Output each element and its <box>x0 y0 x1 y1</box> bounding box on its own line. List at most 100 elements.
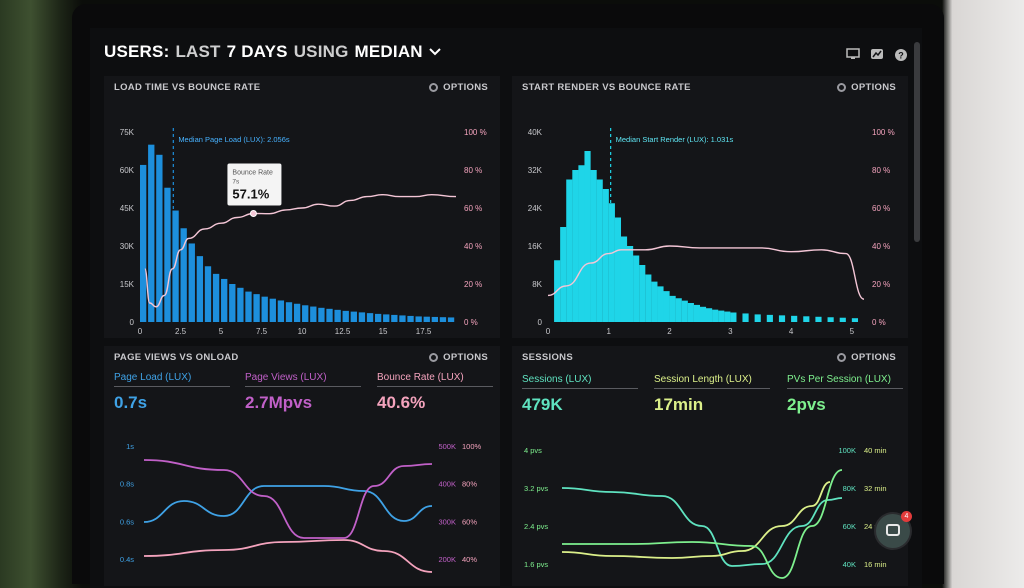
panel-page-views: PAGE VIEWS VS ONLOAD OPTIONS Page Load (… <box>104 346 500 586</box>
median-label: Median Start Render (LUX): 1.031s <box>616 135 734 144</box>
y-tick-label: 32 min <box>864 484 887 493</box>
metric-bounce-rate[interactable]: Bounce Rate (LUX) 40.6% <box>377 372 493 413</box>
y-tick-label: 15K <box>120 280 135 289</box>
series-line-pvs-per-session <box>561 469 843 579</box>
y-tick-label: 1s <box>126 442 134 451</box>
x-tick-label: 12.5 <box>335 327 351 336</box>
bar <box>196 256 204 322</box>
gear-icon <box>429 83 439 92</box>
bar <box>245 291 252 322</box>
bar <box>681 300 688 322</box>
bar <box>326 308 333 322</box>
y2-tick-label: 40 % <box>464 242 482 251</box>
header-icons: ? <box>846 48 908 62</box>
x-tick-label: 0 <box>138 327 143 336</box>
metric-label: Sessions (LUX) <box>522 374 638 389</box>
tooltip-sub: 7s <box>232 179 240 186</box>
chat-button[interactable]: 4 <box>876 511 912 548</box>
y-tick-label: 500K <box>438 442 456 451</box>
y-tick-label: 24 min <box>864 522 887 531</box>
options-button[interactable]: OPTIONS <box>429 82 488 93</box>
metric-pvs-per-session[interactable]: PVs Per Session (LUX) 2pvs <box>787 374 903 415</box>
bar <box>851 318 859 322</box>
series-line-page-views <box>143 459 433 539</box>
series-line-bounce-rate <box>143 539 433 573</box>
bar <box>383 314 390 322</box>
tooltip-point <box>249 210 257 218</box>
y-tick-label: 0.8s <box>120 480 134 489</box>
bar <box>350 311 357 322</box>
bar <box>391 314 398 322</box>
chat-icon <box>886 524 900 536</box>
dashboard-screen: USERS: LAST 7 DAYS USING MEDIAN ? LOAD T… <box>90 28 922 588</box>
bar <box>578 165 585 322</box>
y-tick-label: 16 min <box>864 560 887 569</box>
panel-title: PAGE VIEWS VS ONLOAD <box>114 352 239 363</box>
x-tick-label: 4 <box>789 327 794 336</box>
bar <box>415 316 422 322</box>
chevron-down-icon[interactable] <box>429 48 441 56</box>
panel-title: SESSIONS <box>522 352 573 363</box>
metric-value: 0.7s <box>114 393 148 412</box>
y-tick-label: 40K <box>843 560 856 569</box>
bar <box>253 294 260 322</box>
bar <box>742 313 749 322</box>
y-tick-label: 30K <box>120 242 135 251</box>
y2-tick-label: 60 % <box>872 204 890 213</box>
x-tick-label: 7.5 <box>256 327 268 336</box>
bar <box>718 310 725 322</box>
metric-sessions[interactable]: Sessions (LUX) 479K <box>522 374 638 415</box>
chart-icon[interactable] <box>870 48 884 60</box>
bar <box>342 310 349 322</box>
bar <box>302 305 309 322</box>
bar <box>358 312 366 322</box>
bar <box>180 228 187 322</box>
bar <box>204 266 212 322</box>
bar <box>778 315 786 322</box>
metric-session-length[interactable]: Session Length (LUX) 17min <box>654 374 770 415</box>
y-tick-label: 45K <box>120 204 135 213</box>
metric-page-views[interactable]: Page Views (LUX) 2.7Mpvs <box>245 372 361 413</box>
bar <box>699 306 707 322</box>
bar <box>277 300 285 322</box>
bar <box>148 144 155 322</box>
metric-page-load[interactable]: Page Load (LUX) 0.7s <box>114 372 230 413</box>
bar <box>334 309 341 322</box>
metric-label: Page Views (LUX) <box>245 372 361 387</box>
bar <box>572 170 579 322</box>
bar <box>212 273 220 322</box>
bar <box>827 317 834 322</box>
bar <box>399 315 406 322</box>
bar <box>269 298 276 322</box>
monitor-icon[interactable] <box>846 48 860 60</box>
y-tick-label: 100K <box>838 446 856 455</box>
scrollbar[interactable] <box>914 42 920 242</box>
x-tick-label: 2.5 <box>175 327 187 336</box>
bar <box>663 291 670 322</box>
bar <box>766 314 773 322</box>
header-users: USERS: <box>104 42 170 61</box>
series-line-bounce-rate <box>547 245 865 300</box>
panel-title: LOAD TIME VS BOUNCE RATE <box>114 82 261 93</box>
panel-load-time: LOAD TIME VS BOUNCE RATE OPTIONS 75K 60K 4… <box>104 76 500 338</box>
header-using: USING <box>293 42 349 61</box>
options-button[interactable]: OPTIONS <box>429 352 488 363</box>
bar <box>318 307 325 322</box>
bar <box>712 309 719 322</box>
y-tick-label: 60K <box>120 166 135 175</box>
y-tick-label: 40% <box>462 555 477 564</box>
bar <box>651 281 658 322</box>
y-tick-label: 60% <box>462 517 477 526</box>
bar <box>366 313 374 322</box>
help-icon[interactable]: ? <box>894 48 908 62</box>
load-time-chart: 75K 60K 45K 30K 15K 0 100 % 80 % 60 % 40 % 20 % 0 %… <box>120 128 487 336</box>
options-button[interactable]: OPTIONS <box>837 352 896 363</box>
y2-tick-label: 40 % <box>872 242 890 251</box>
bar <box>730 312 737 322</box>
bar <box>645 274 652 322</box>
header-days: 7 DAYS <box>226 42 288 61</box>
options-button[interactable]: OPTIONS <box>837 82 896 93</box>
dashboard-header[interactable]: USERS: LAST 7 DAYS USING MEDIAN <box>104 42 441 62</box>
x-tick-label: 2 <box>667 327 672 336</box>
metric-value: 40.6% <box>377 393 426 412</box>
